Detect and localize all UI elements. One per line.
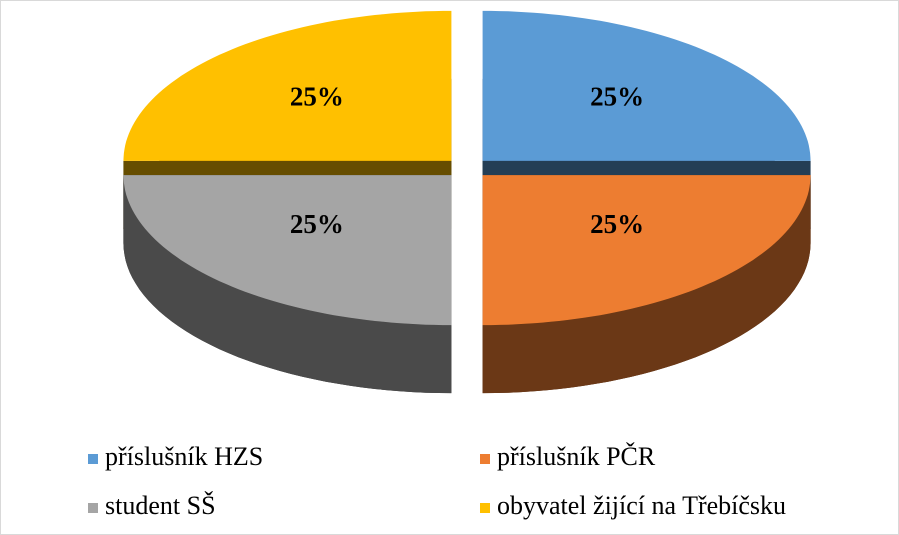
legend-swatch (88, 503, 98, 513)
legend-label: příslušník HZS (105, 442, 263, 471)
slice-top (123, 175, 452, 326)
slice-top (482, 10, 811, 161)
slice-wall (123, 175, 452, 394)
data-label: 25% (590, 82, 644, 112)
legend-label: příslušník PČR (497, 442, 656, 471)
legend-label: obyvatel žijící na Třebíčsku (497, 491, 786, 520)
data-label: 25% (290, 82, 344, 112)
legend-swatch (480, 503, 490, 513)
slice-top (123, 10, 452, 161)
slice (123, 175, 452, 394)
data-label: 25% (590, 209, 644, 239)
slice-wall (482, 175, 811, 394)
legend-swatch (88, 454, 98, 464)
data-label: 25% (290, 209, 344, 239)
slice-top (482, 175, 811, 326)
legend-label: student SŠ (105, 491, 216, 520)
legend-swatch (480, 454, 490, 464)
slice (482, 175, 811, 394)
